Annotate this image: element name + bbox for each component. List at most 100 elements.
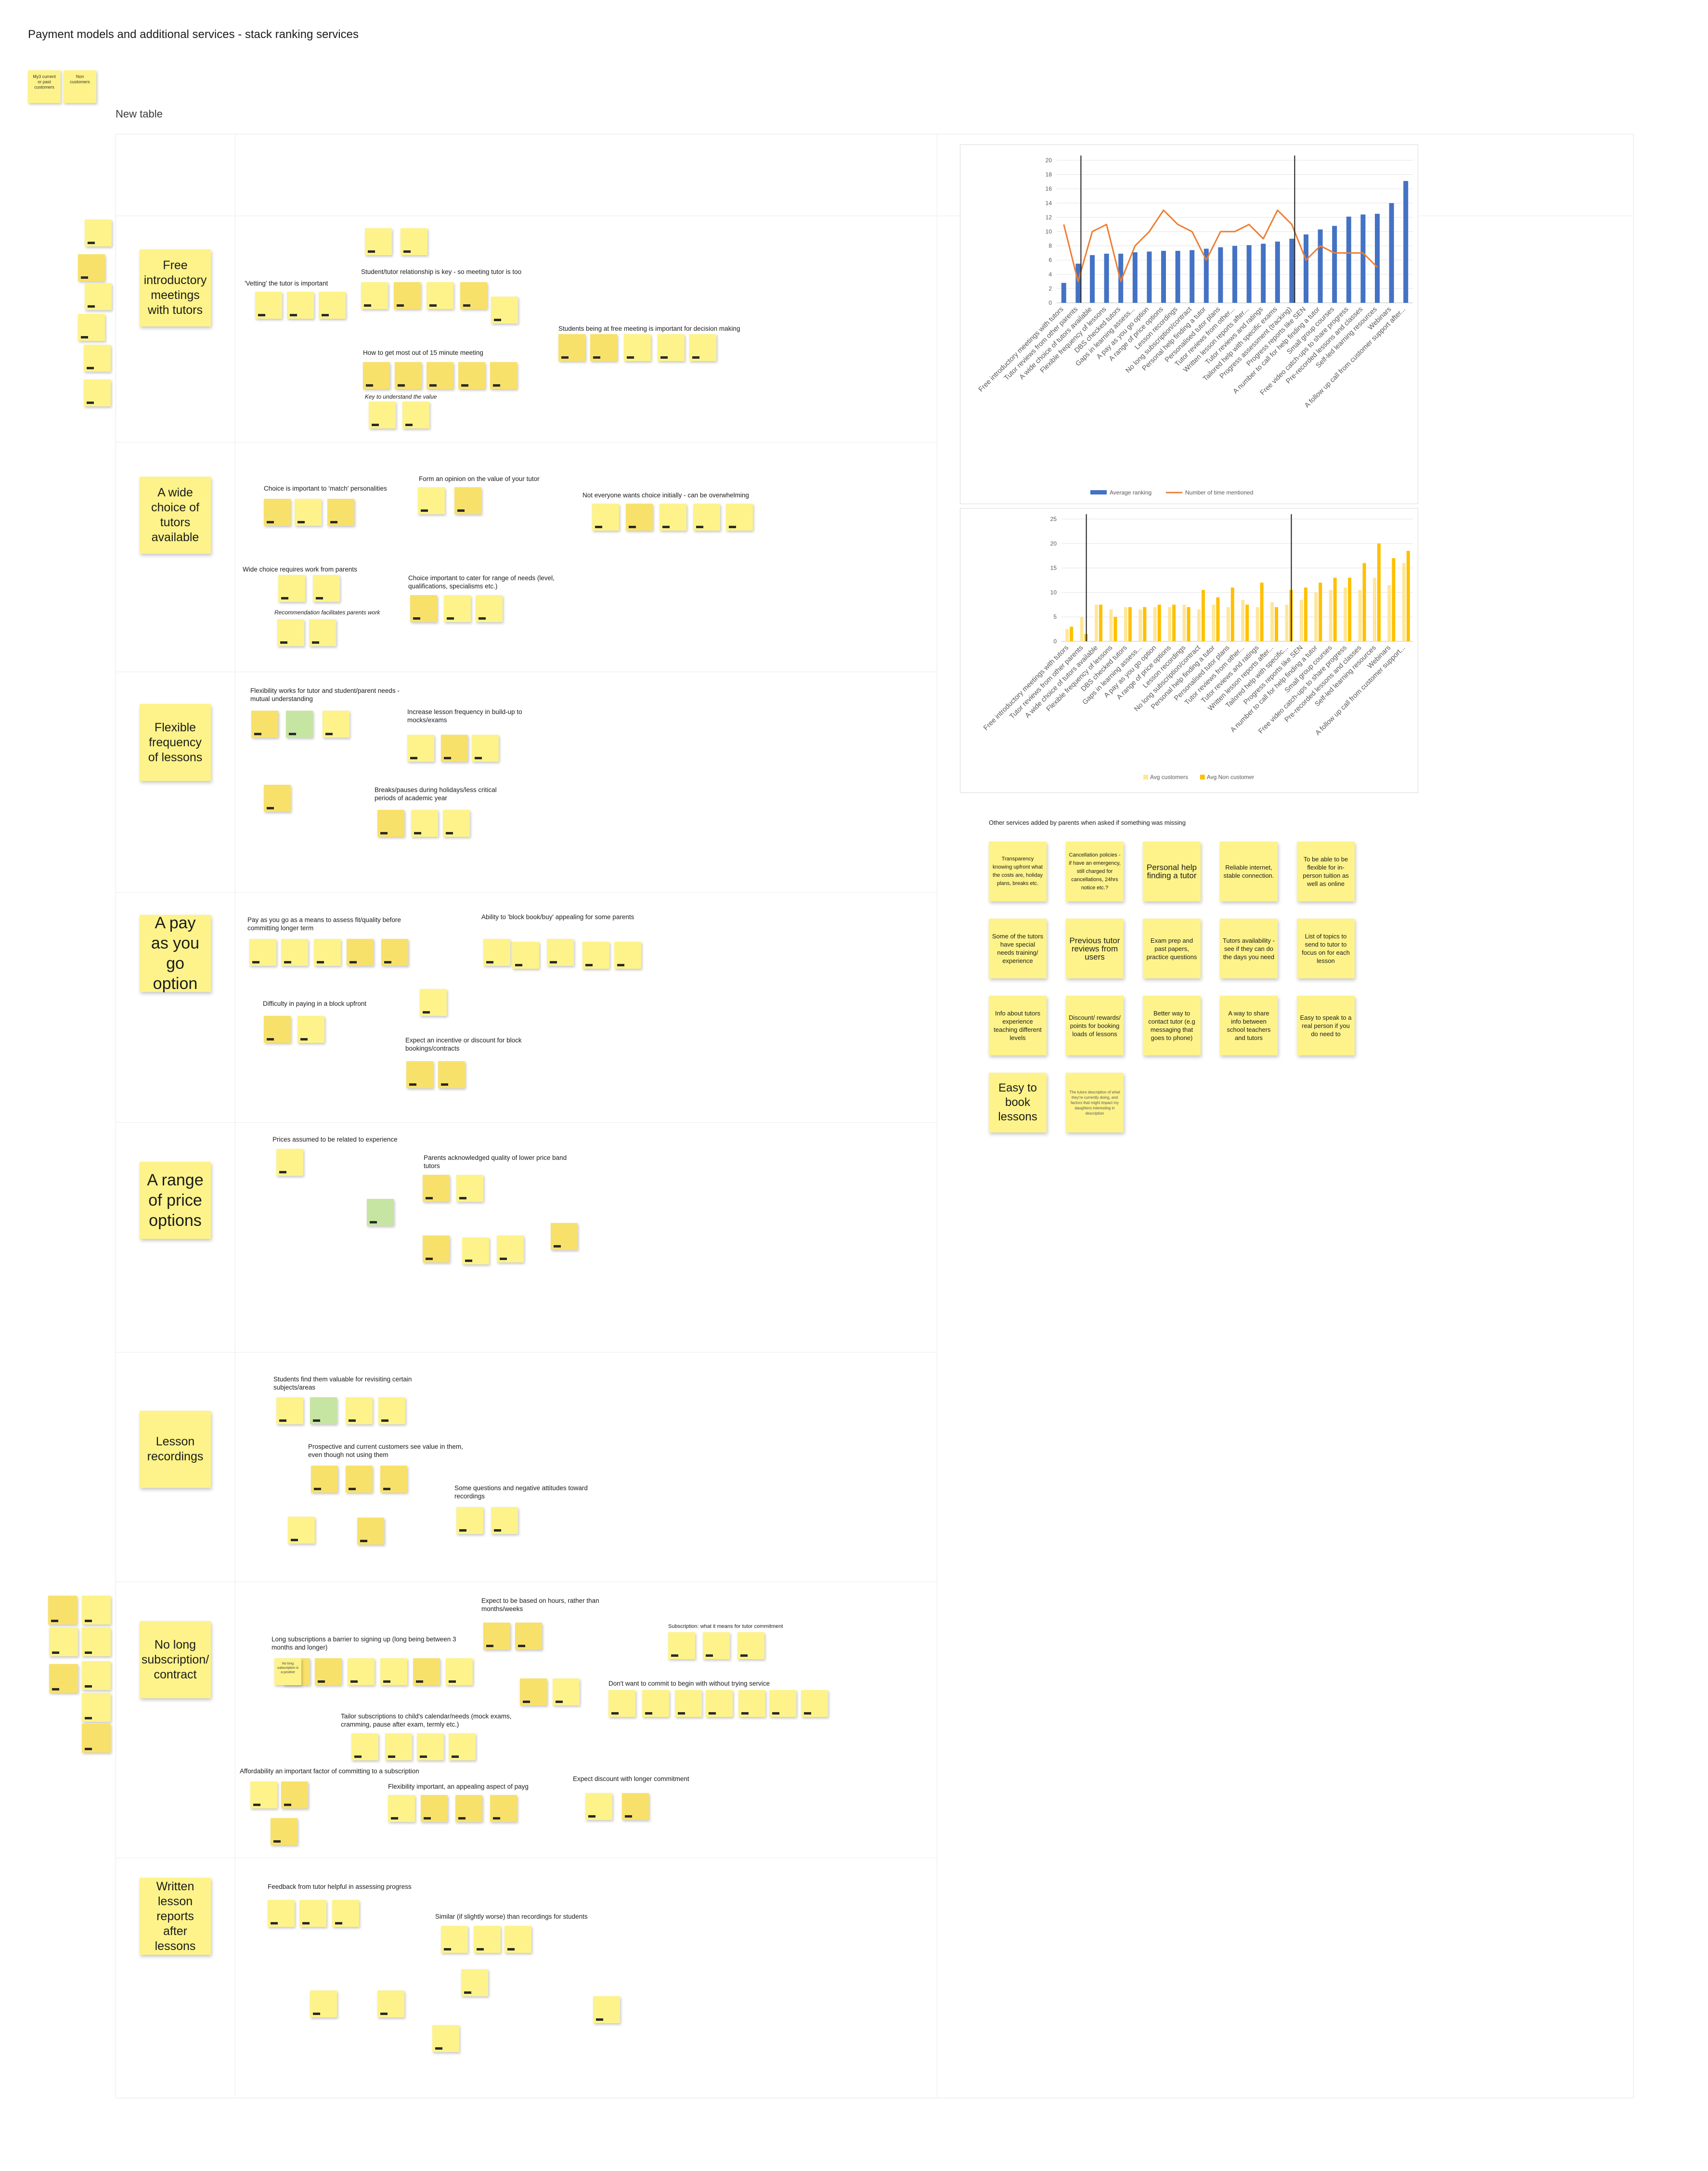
sticky-note[interactable] <box>264 1016 291 1043</box>
sticky-note[interactable] <box>385 1733 412 1760</box>
sticky-note[interactable] <box>298 1016 324 1043</box>
sticky-note[interactable] <box>84 345 111 372</box>
sticky-note[interactable] <box>474 1926 501 1953</box>
sticky-note[interactable] <box>82 1596 111 1625</box>
sticky-note[interactable] <box>313 575 340 602</box>
sticky-note[interactable] <box>84 379 111 406</box>
sticky-note[interactable] <box>402 402 429 429</box>
sticky-note[interactable] <box>85 283 112 310</box>
category-no-long-subscription[interactable]: No long subscription/ contract <box>140 1621 211 1698</box>
sticky-note[interactable] <box>483 939 510 966</box>
sticky-note[interactable] <box>264 785 291 812</box>
sticky-note[interactable] <box>82 1724 111 1753</box>
sticky-note[interactable] <box>769 1690 796 1717</box>
sticky-note[interactable] <box>505 1926 531 1953</box>
sticky-note[interactable] <box>407 735 434 762</box>
sticky-note[interactable] <box>622 1793 649 1820</box>
sticky-note[interactable]: No long subscription is a positive <box>274 1658 301 1685</box>
other-service-note[interactable]: Previous tutor reviews from users <box>1066 919 1124 978</box>
sticky-note[interactable] <box>78 254 105 281</box>
sticky-note[interactable] <box>250 1781 277 1808</box>
sticky-note[interactable] <box>706 1690 733 1717</box>
other-service-note[interactable]: Info about tutors experience teaching di… <box>989 996 1047 1055</box>
sticky-note[interactable] <box>675 1690 702 1717</box>
other-service-note[interactable]: Better way to contact tutor (e.g messagi… <box>1143 996 1201 1055</box>
sticky-note[interactable] <box>309 619 336 646</box>
sticky-note[interactable] <box>255 292 282 319</box>
sticky-note[interactable] <box>438 1061 465 1088</box>
sticky-note[interactable] <box>490 362 517 389</box>
category-pay-as-you-go[interactable]: A pay as you go option <box>140 914 211 993</box>
sticky-note[interactable] <box>726 504 753 531</box>
category-lesson-recordings[interactable]: Lesson recordings <box>140 1411 211 1488</box>
sticky-note[interactable] <box>406 1061 433 1088</box>
sticky-note[interactable] <box>491 297 518 324</box>
category-flexible-frequency[interactable]: Flexible frequency of lessons <box>140 704 211 781</box>
sticky-note[interactable] <box>327 499 354 526</box>
other-service-note[interactable]: Easy to speak to a real person if you do… <box>1297 996 1355 1055</box>
other-service-note[interactable]: A way to share info between school teach… <box>1220 996 1278 1055</box>
sticky-note[interactable] <box>547 939 574 966</box>
sticky-note[interactable] <box>268 1900 295 1927</box>
sticky-note[interactable] <box>314 939 341 966</box>
other-service-note[interactable]: The tutors description of what they're c… <box>1066 1073 1124 1132</box>
sticky-note[interactable] <box>693 504 720 531</box>
sticky-note[interactable] <box>420 989 447 1016</box>
sticky-note[interactable] <box>626 504 653 531</box>
sticky-note[interactable] <box>48 1596 77 1625</box>
sticky-note[interactable] <box>363 362 390 389</box>
sticky-note[interactable] <box>411 810 438 837</box>
sticky-note[interactable] <box>454 487 481 514</box>
sticky-note[interactable] <box>78 314 105 341</box>
sticky-note[interactable] <box>423 1175 450 1202</box>
sticky-note[interactable] <box>801 1690 828 1717</box>
sticky-note[interactable] <box>441 1926 468 1953</box>
category-free-intro-meetings[interactable]: Free introductory meetings with tutors <box>140 249 211 326</box>
sticky-note[interactable] <box>738 1690 765 1717</box>
sticky-note[interactable] <box>593 1996 620 2023</box>
sticky-note[interactable] <box>456 1175 483 1202</box>
sticky-note[interactable] <box>432 2025 459 2052</box>
category-wide-choice-tutors[interactable]: A wide choice of tutors available <box>140 477 211 554</box>
sticky-note[interactable] <box>295 499 322 526</box>
sticky-note[interactable] <box>449 1733 476 1760</box>
sticky-note[interactable] <box>476 595 503 622</box>
other-service-note[interactable]: Some of the tutors have special needs tr… <box>989 919 1047 978</box>
sticky-note[interactable] <box>286 711 313 738</box>
sticky-note[interactable] <box>381 939 408 966</box>
sticky-note[interactable] <box>418 487 445 514</box>
sticky-note[interactable] <box>427 362 453 389</box>
sticky-note[interactable] <box>82 1627 111 1656</box>
sticky-note[interactable] <box>281 939 308 966</box>
sticky-note[interactable] <box>590 334 617 361</box>
sticky-note[interactable] <box>456 1507 483 1534</box>
sticky-note[interactable] <box>472 735 499 762</box>
sticky-note[interactable] <box>380 1658 407 1685</box>
sticky-note[interactable] <box>738 1632 764 1659</box>
sticky-note[interactable] <box>264 499 291 526</box>
sticky-note[interactable] <box>460 282 487 309</box>
sticky-note[interactable] <box>608 1690 635 1717</box>
other-service-note[interactable]: Tutors availability - see if they can do… <box>1220 919 1278 978</box>
sticky-note[interactable] <box>458 362 485 389</box>
other-service-note[interactable]: List of topics to send to tutor to focus… <box>1297 919 1355 978</box>
sticky-note[interactable] <box>82 1661 111 1690</box>
sticky-note[interactable] <box>512 942 539 969</box>
sticky-note[interactable] <box>276 1397 303 1424</box>
other-service-note[interactable]: Exam prep and past papers, practice ques… <box>1143 919 1201 978</box>
key-note-non-customers[interactable]: Non customers <box>64 70 96 103</box>
sticky-note[interactable] <box>446 1658 473 1685</box>
sticky-note[interactable] <box>421 1795 448 1822</box>
sticky-note[interactable] <box>413 1658 440 1685</box>
other-service-note[interactable]: Reliable internet, stable connection. <box>1220 842 1278 901</box>
sticky-note[interactable] <box>299 1900 326 1927</box>
sticky-note[interactable] <box>49 1664 78 1693</box>
sticky-note[interactable] <box>277 619 304 646</box>
other-service-note[interactable]: Transparency knowing upfront what the co… <box>989 842 1047 901</box>
sticky-note[interactable] <box>315 1658 342 1685</box>
sticky-note[interactable] <box>520 1678 547 1705</box>
sticky-note[interactable] <box>276 1149 303 1176</box>
sticky-note[interactable] <box>394 282 421 309</box>
sticky-note[interactable] <box>585 1793 612 1820</box>
sticky-note[interactable] <box>668 1632 695 1659</box>
